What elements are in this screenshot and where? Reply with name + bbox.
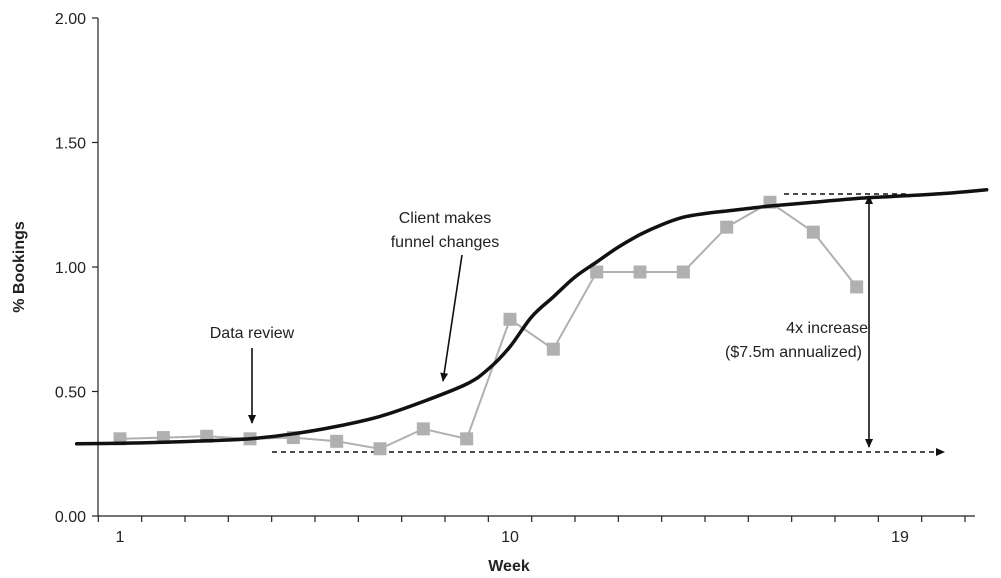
y-axis-title: % Bookings [11,221,28,313]
data-point-week-18 [850,280,864,294]
x-tick-label: 19 [891,529,909,546]
trend-line [74,188,989,446]
annotation-data-review: Data review [210,325,295,342]
data-point-week-15 [720,220,734,234]
y-tick-label: 2.00 [55,11,86,28]
annotation-bg-2 [723,340,868,364]
data-point-week-17 [806,225,820,239]
data-point-week-7 [373,442,387,456]
data-point-week-14 [676,265,690,279]
data-point-week-8 [416,422,430,436]
annotations: Data review Client makes funnel changes 4x … [210,193,945,456]
data-point-week-12 [590,265,604,279]
x-axis-title: Week [488,558,530,575]
y-tick-label: 0.00 [55,509,86,526]
series-layer [74,188,989,456]
data-point-week-9 [460,432,474,446]
annotation-client-line1: Client makes [399,210,491,227]
y-tick-label: 0.50 [55,385,86,402]
annotation-bg-1 [781,315,866,337]
data-point-week-10 [503,312,517,326]
annotation-increase-line2: ($7.5m annualized) [725,344,862,361]
arrow-funnel-changes [440,254,463,382]
x-tick-label: 1 [116,529,125,546]
annotation-increase-line1: 4x increase [786,320,868,337]
y-tick-label: 1.50 [55,136,86,153]
data-point-week-11 [546,342,560,356]
y-tick-label: 1.00 [55,260,86,277]
data-point-week-13 [633,265,647,279]
data-point-week-6 [330,434,344,448]
x-tick-label: 10 [501,529,519,546]
axes: 0.00 0.50 1.00 1.50 2.00 1 10 19 Week % Bookings [11,11,975,575]
annotation-client-line2: funnel changes [391,234,500,251]
